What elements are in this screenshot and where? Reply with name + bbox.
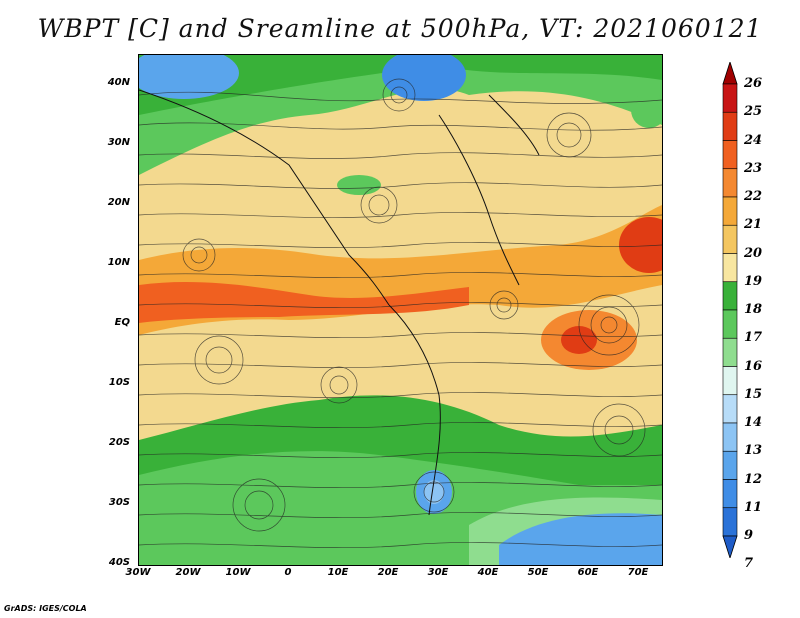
lon-label: 0 [284,567,292,578]
footer-credit: GrADS: IGES/COLA [4,604,87,613]
colorbar-tick-label: 23 [744,160,763,176]
lon-label: 70E [627,567,649,578]
colorbar-tick-label: 12 [744,471,763,487]
nw-cold-pool [139,55,239,99]
lat-label: 20N [107,197,130,208]
lon-label: 60E [577,567,599,578]
lat-label: 20S [108,437,130,448]
colorbar-bottom-arrow [722,535,738,558]
colorbar-segment [722,394,738,424]
colorbar-segment [722,507,738,537]
north-dark-green [139,55,662,115]
lat-label: 10S [108,377,130,388]
lat-label: 40N [107,77,130,88]
lon-label: 20E [377,567,399,578]
lon-label: 10W [225,567,251,578]
colorbar-tick-label: 24 [744,132,763,148]
south-east-cold-pool [499,513,662,565]
colorbar-tick-label: 18 [744,302,763,317]
lon-label: 40E [477,567,499,578]
lat-label: 30N [107,137,130,148]
colorbar-segment [722,140,738,170]
map-field [139,55,662,565]
lat-label: 30S [108,497,130,508]
colorbar-segment [722,337,738,367]
colorbar-segment [722,366,738,396]
colorbar-top-arrow [722,62,738,85]
lat-label: EQ [114,317,130,328]
colorbar-tick-label: 7 [744,556,754,572]
colorbar-segment [722,281,738,311]
colorbar-segment [722,422,738,452]
map-title: WBPT [C] and Sreamline at 500hPa, VT: 20… [37,14,763,43]
lon-label: 20W [175,567,201,578]
colorbar-segment [722,83,738,113]
colorbar-tick-label: 22 [744,189,763,204]
map-plot [138,54,663,566]
east-hot-spot [619,217,662,273]
colorbar-tick-label: 11 [744,499,763,515]
indian-ocean-hot [561,326,597,354]
colorbar-segment [722,196,738,226]
colorbar-segment [722,479,738,509]
colorbar-tick-label: 13 [744,443,763,459]
ne-green-patch [631,92,662,128]
lon-label: 50E [527,567,549,578]
colorbar-tick-label: 9 [744,528,754,543]
colorbar-tick-label: 17 [744,330,763,346]
coastlines [139,89,540,516]
colorbar-segment [722,253,738,283]
streamlines [139,78,662,549]
sw-indian-cold-inner [424,480,444,504]
colorbar-tick-label: 26 [744,76,763,91]
colorbar-segment [722,111,738,141]
lon-label: 30W [125,567,151,578]
colorbar-tick-label: 15 [744,386,763,402]
colorbar-segment [722,450,738,480]
colorbar [722,62,738,558]
lon-label: 30E [427,567,449,578]
lat-label: 40S [108,557,130,568]
lat-label: 10N [107,257,130,268]
n-cold-pool [382,55,466,101]
colorbar-tick-label: 16 [744,358,763,374]
sahara-green-patch [337,175,381,195]
colorbar-tick-label: 21 [744,217,763,233]
lon-label: 10E [327,567,349,578]
colorbar-tick-label: 20 [744,245,763,261]
colorbar-tick-label: 14 [744,415,763,430]
colorbar-segment [722,168,738,198]
colorbar-tick-label: 25 [744,104,763,120]
colorbar-segment [722,224,738,254]
equatorial-hot-band [139,282,469,323]
colorbar-segment [722,309,738,339]
colorbar-tick-label: 19 [744,273,763,289]
